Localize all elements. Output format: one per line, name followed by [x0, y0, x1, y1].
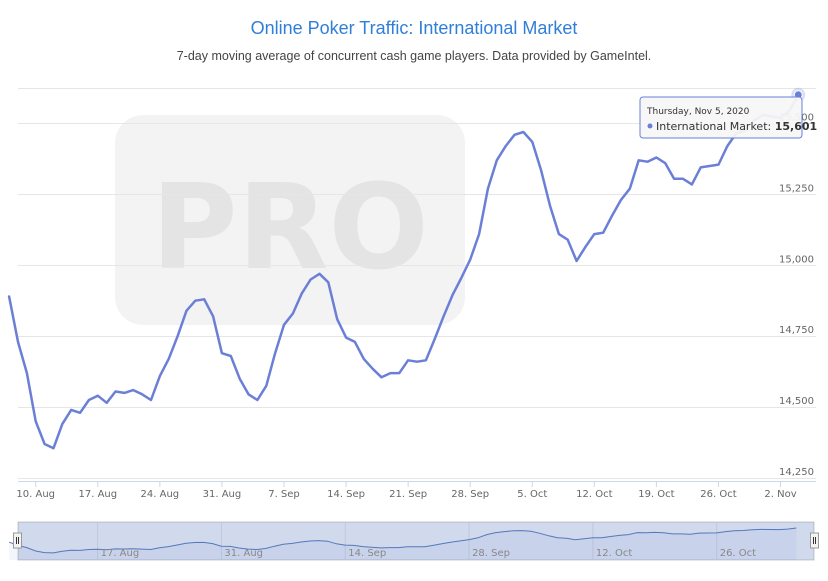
y-tick-label: 14,250 — [779, 467, 814, 478]
navigator-label: 14. Sep — [348, 548, 386, 559]
series-line-international-market — [7, 93, 800, 450]
chart-title: Online Poker Traffic: International Mark… — [250, 18, 578, 38]
navigator-label: 26. Oct — [720, 548, 756, 559]
x-tick-label: 24. Aug — [141, 489, 180, 500]
x-tick-label: 28. Sep — [451, 489, 489, 500]
navigator-label: 12. Oct — [596, 548, 632, 559]
x-tick-label: 19. Oct — [638, 489, 674, 500]
navigator[interactable]: 17. Aug 31. Aug 14. Sep 28. Sep 12. Oct 26. O… — [9, 521, 819, 561]
navigator-track — [17, 521, 815, 561]
navigator-label: 17. Aug — [101, 548, 140, 559]
navigator-area — [9, 528, 797, 560]
x-tick-label: 7. Sep — [268, 489, 300, 500]
x-tick-label: 10. Aug — [16, 489, 55, 500]
tooltip-date: Thursday, Nov 5, 2020 — [646, 107, 750, 117]
navigator-line — [9, 527, 797, 554]
grid-lines — [18, 88, 816, 479]
x-tick-label: 2. Nov — [764, 489, 796, 500]
x-tick-label: 12. Oct — [576, 489, 612, 500]
y-tick-label: 15,000 — [779, 254, 814, 265]
navigator-handle-right[interactable] — [810, 532, 819, 549]
chart-subtitle: 7-day moving average of concurrent cash … — [176, 49, 652, 63]
navigator-series — [9, 527, 797, 560]
pro-watermark: PRO — [115, 115, 465, 325]
x-tick-label: 14. Sep — [327, 489, 365, 500]
x-tick-label: 5. Oct — [517, 489, 547, 500]
navigator-label: 31. Aug — [224, 548, 263, 559]
tooltip: Thursday, Nov 5, 2020 International Mark… — [639, 96, 817, 139]
tooltip-series-marker — [647, 123, 653, 129]
x-tick-label: 17. Aug — [78, 489, 117, 500]
tooltip-value: 15,601 — [775, 120, 817, 133]
watermark-text: PRO — [151, 158, 429, 296]
y-tick-label: 15,250 — [779, 183, 814, 194]
navigator-grid — [97, 522, 718, 560]
y-tick-label: 14,500 — [779, 396, 814, 407]
navigator-handle-left[interactable] — [13, 532, 22, 549]
y-tick-label: 14,750 — [779, 325, 814, 336]
navigator-selection[interactable] — [18, 522, 814, 560]
tooltip-box — [639, 96, 803, 139]
navigator-labels: 17. Aug 31. Aug 14. Sep 28. Sep 12. Oct 26. O… — [101, 548, 757, 559]
svg-text:International Market: 15,601: International Market: 15,601 — [656, 120, 817, 133]
x-axis: 10. Aug 17. Aug 24. Aug 31. Aug 7. Sep 14. Se… — [16, 481, 816, 500]
tooltip-series-label: International Market — [656, 120, 768, 133]
navigator-label: 28. Sep — [472, 548, 510, 559]
x-tick-label: 26. Oct — [700, 489, 736, 500]
x-tick-label: 21. Sep — [389, 489, 427, 500]
x-tick-label: 31. Aug — [203, 489, 242, 500]
